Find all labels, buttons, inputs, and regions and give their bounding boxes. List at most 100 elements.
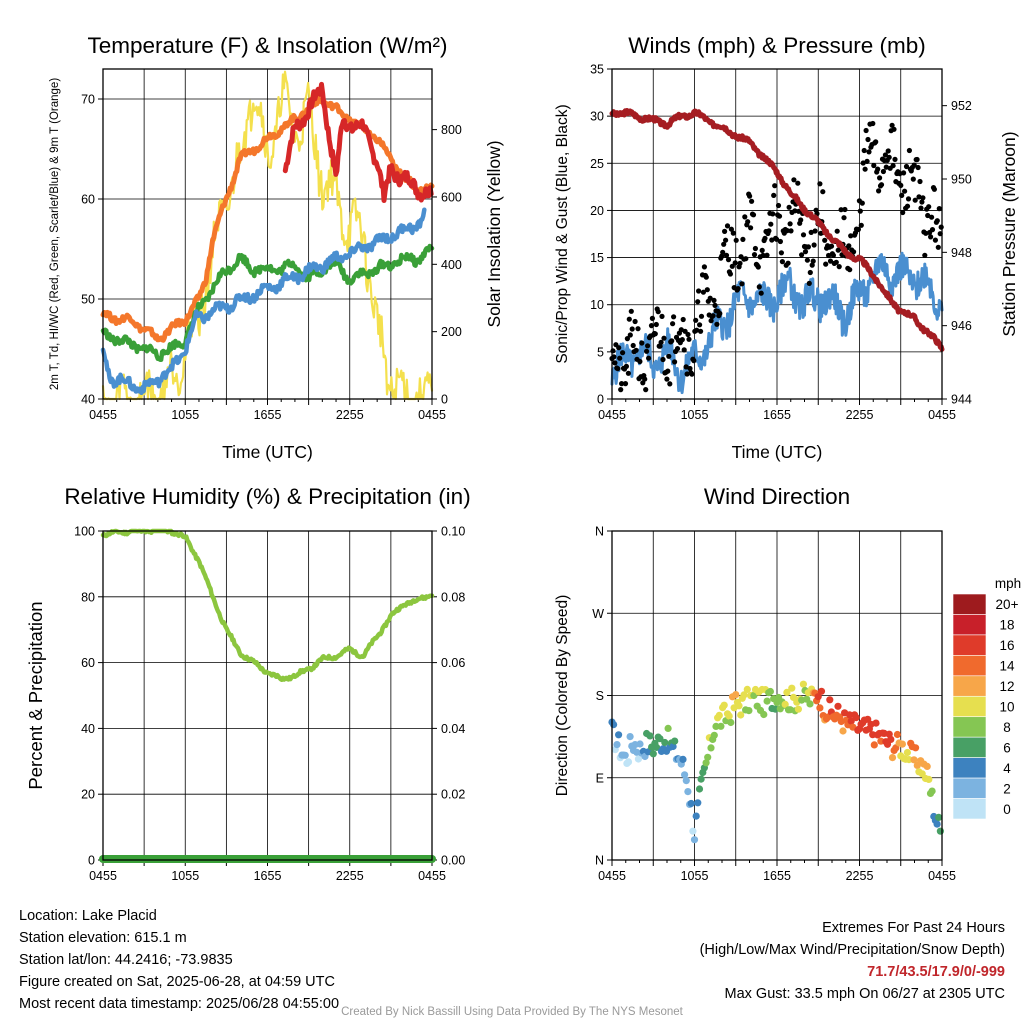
gust-point: [880, 168, 887, 175]
gust-point: [918, 205, 924, 211]
gust-point: [648, 323, 655, 329]
direction-point: [912, 744, 920, 752]
gust-point: [838, 207, 844, 213]
gust-point: [787, 221, 793, 227]
direction-point: [781, 700, 789, 709]
direction-point: [710, 731, 718, 739]
colorbar-label: 10: [999, 700, 1014, 715]
gust-point: [701, 264, 708, 270]
gust-point: [686, 336, 692, 342]
y-axis-label: Sonic/Prop Wind & Gust (Blue, Black): [554, 104, 571, 363]
gust-point: [808, 229, 814, 235]
gust-point: [817, 181, 823, 187]
gust-point: [694, 327, 700, 333]
gust-point: [750, 212, 757, 218]
gust-point: [877, 175, 883, 181]
gust-point: [612, 360, 618, 366]
direction-point: [656, 735, 664, 743]
wind-series-line: [610, 251, 944, 395]
direction-point: [903, 748, 912, 757]
gust-point: [691, 358, 697, 364]
direction-point: [707, 744, 715, 752]
extremes-subtitle: (High/Low/Max Wind/Precipitation/Snow De…: [699, 942, 1005, 958]
y2-tick-label: 946: [951, 319, 972, 333]
gust-point: [833, 259, 839, 265]
gust-point: [740, 236, 746, 242]
gust-point: [732, 260, 738, 266]
gust-point: [703, 274, 709, 280]
direction-point: [621, 751, 629, 759]
gust-point: [917, 178, 923, 185]
gust-point: [786, 204, 792, 210]
plot-frame: [611, 530, 943, 861]
gust-point: [693, 317, 699, 323]
direction-point: [852, 714, 860, 722]
direction-point: [697, 775, 705, 783]
gust-point: [758, 290, 764, 296]
gust-point: [721, 241, 727, 247]
direction-point: [649, 750, 657, 758]
gust-point: [847, 267, 853, 273]
gust-point: [745, 219, 751, 225]
gust-point: [760, 252, 766, 258]
gust-point: [926, 204, 932, 210]
colorbar-label: 4: [1003, 761, 1011, 776]
gust-point: [689, 371, 695, 377]
gust-point: [730, 230, 736, 236]
gust-point: [628, 308, 634, 314]
x-tick-label: 0455: [598, 408, 626, 422]
colorbar-label: 6: [1003, 740, 1011, 755]
gust-point: [644, 348, 650, 354]
gust-point: [890, 163, 896, 169]
gust-point: [646, 355, 652, 361]
gust-point: [633, 347, 639, 353]
gust-point: [805, 244, 812, 250]
gust-point: [707, 295, 713, 301]
y-tick-label: 40: [81, 722, 95, 736]
gust-point: [886, 154, 892, 160]
gust-point: [914, 156, 920, 163]
chart-title: Wind Direction: [704, 484, 850, 509]
gust-point: [762, 235, 768, 241]
gust-point: [671, 314, 677, 320]
y2-tick-label: 0.02: [441, 788, 465, 802]
y-axis-label: 2m T, Td, HI/WC (Red, Green, Scarlet/Blu…: [49, 78, 61, 390]
gust-point: [698, 313, 705, 319]
gust-point: [842, 206, 848, 213]
colorbar-swatch: [952, 634, 987, 656]
direction-point: [783, 688, 791, 697]
gust-point: [711, 297, 717, 303]
gust-point: [658, 339, 664, 345]
gust-point: [898, 182, 904, 188]
gust-point: [857, 208, 863, 214]
y2-tick-label: 0.06: [441, 656, 465, 670]
y-tick-label: 30: [590, 110, 604, 124]
extremes-title: Extremes For Past 24 Hours: [822, 920, 1005, 936]
gust-point: [645, 343, 651, 349]
gust-point: [910, 176, 916, 182]
y-tick-label: S: [596, 689, 604, 703]
credit-line: Created By Nick Bassill Using Data Provi…: [341, 1006, 683, 1018]
direction-point: [610, 721, 618, 729]
colorbar-swatch: [952, 695, 987, 718]
gust-point: [775, 202, 782, 209]
gust-point: [704, 287, 710, 293]
gust-point: [672, 359, 678, 365]
gust-point: [618, 387, 624, 393]
direction-point: [893, 730, 902, 739]
direction-point: [717, 722, 725, 730]
direction-point: [817, 687, 826, 695]
direction-point: [888, 754, 897, 762]
y-tick-label: 5: [597, 345, 604, 359]
gust-point: [865, 136, 871, 143]
colorbar-label: 18: [999, 618, 1014, 633]
gust-point: [661, 335, 667, 341]
direction-point: [870, 741, 878, 749]
gust-point: [922, 252, 928, 258]
gust-point: [903, 163, 910, 170]
gust-point: [861, 147, 867, 154]
gust-point: [698, 328, 704, 334]
colorbar-swatch: [952, 736, 987, 758]
y2-tick-label: 0.10: [441, 525, 465, 539]
